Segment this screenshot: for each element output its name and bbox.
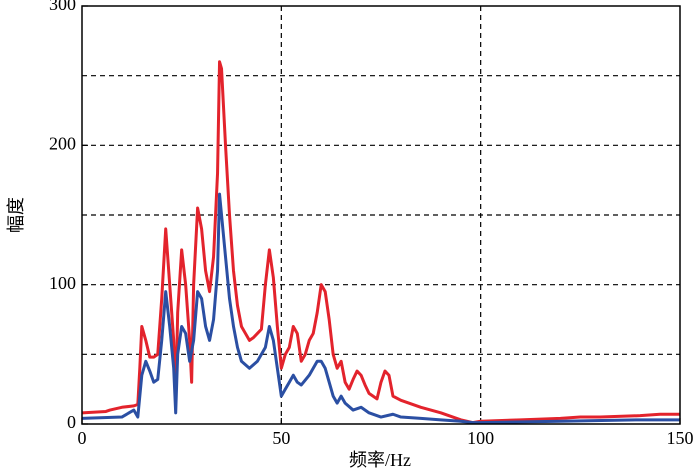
y-tick-label: 100 <box>49 273 76 293</box>
line-series <box>81 192 680 425</box>
x-tick-label: 50 <box>272 428 290 448</box>
y-tick-label: 200 <box>49 133 76 153</box>
x-tick-label: 150 <box>667 428 694 448</box>
y-axis-label: 幅度 <box>6 197 26 233</box>
plot-frame <box>81 5 681 425</box>
x-tick-label: 100 <box>467 428 494 448</box>
line-series <box>81 60 680 425</box>
x-tick-label: 0 <box>78 428 87 448</box>
x-axis-label: 频率/Hz <box>349 450 411 470</box>
y-tick-label: 0 <box>67 412 76 432</box>
y-tick-label: 300 <box>49 0 76 14</box>
